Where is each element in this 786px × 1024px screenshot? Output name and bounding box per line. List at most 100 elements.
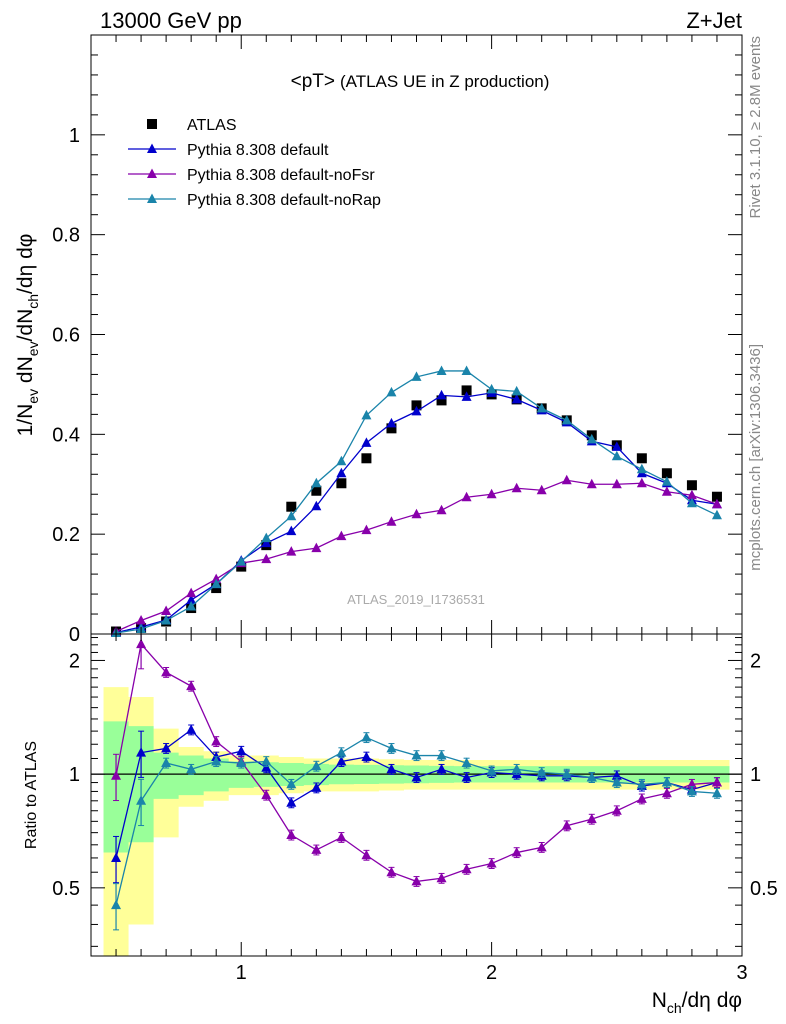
data-point bbox=[486, 383, 497, 394]
x-tick-label: 2 bbox=[486, 962, 497, 984]
ratio-series-pythia-8-308-default-norap bbox=[111, 732, 722, 931]
data-point bbox=[561, 414, 572, 425]
data-point bbox=[411, 508, 422, 519]
data-point bbox=[661, 486, 672, 496]
main-y-axis-label: 1/Nev dNev/dNch/dη dφ bbox=[14, 234, 41, 437]
data-point bbox=[536, 402, 547, 413]
ratio-data-point bbox=[386, 763, 397, 774]
data-point bbox=[136, 615, 147, 625]
data-point bbox=[336, 455, 347, 466]
ratio-data-point bbox=[711, 777, 722, 787]
x-axis-label: Nch/dη dφ bbox=[652, 989, 742, 1016]
ratio-data-point bbox=[286, 797, 297, 807]
ratio-data-point bbox=[561, 768, 572, 779]
ratio-data-point bbox=[586, 771, 597, 782]
data-point bbox=[611, 441, 622, 451]
data-point bbox=[511, 482, 522, 493]
data-point bbox=[461, 391, 472, 401]
data-point bbox=[386, 417, 397, 428]
ratio-data-point bbox=[411, 750, 422, 760]
data-point bbox=[661, 476, 672, 486]
main-y-tick-label: 0.4 bbox=[52, 424, 80, 446]
ratio-data-point bbox=[511, 763, 522, 774]
data-point bbox=[311, 500, 322, 511]
data-point-atlas bbox=[336, 478, 347, 489]
main-y-tick-label: 1 bbox=[69, 125, 80, 147]
ratio-data-point bbox=[436, 750, 447, 760]
data-point bbox=[386, 516, 397, 526]
data-point bbox=[261, 537, 272, 548]
data-point bbox=[586, 433, 597, 444]
data-point bbox=[211, 573, 222, 584]
data-point bbox=[611, 450, 622, 461]
ratio-data-point bbox=[636, 778, 647, 789]
data-point bbox=[186, 594, 197, 605]
main-y-tick-label: 0.6 bbox=[52, 325, 80, 347]
legend-marker bbox=[147, 193, 157, 203]
ratio-panel: 1 2 3 0.5 0.5 1 1 2 2 Ratio to ATLAS Nch/dη dφ bbox=[23, 633, 778, 1016]
ratio-y-tick-label: 0.5 bbox=[52, 878, 80, 900]
ratio-data-point bbox=[361, 849, 372, 860]
ratio-data-point bbox=[161, 666, 172, 677]
total-uncertainty-band bbox=[103, 687, 730, 956]
ratio-data-point bbox=[711, 787, 722, 798]
ratio-data-point bbox=[186, 724, 197, 734]
ratio-data-point bbox=[436, 872, 447, 883]
legend-item-pythia-8-308-default-nofsr: Pythia 8.308 default-noFsr bbox=[128, 167, 375, 184]
ratio-data-point bbox=[611, 777, 622, 787]
header-right-label: Z+Jet bbox=[686, 8, 742, 33]
ratio-y-tick-label-right: 1 bbox=[750, 764, 761, 786]
data-point bbox=[236, 556, 247, 566]
ratio-data-point bbox=[536, 841, 547, 852]
data-point-atlas bbox=[461, 385, 472, 396]
x-tick-label: 3 bbox=[736, 962, 747, 984]
data-point-atlas bbox=[436, 395, 447, 406]
ratio-data-point bbox=[111, 770, 122, 780]
data-point bbox=[611, 478, 622, 489]
ratio-data-point bbox=[461, 771, 472, 782]
data-point bbox=[311, 542, 322, 553]
ratio-data-point bbox=[136, 747, 147, 757]
ratio-data-point bbox=[211, 736, 222, 746]
ratio-data-point bbox=[486, 765, 497, 775]
data-point bbox=[286, 546, 297, 556]
ratio-data-point bbox=[636, 793, 647, 803]
data-point bbox=[186, 587, 197, 598]
ratio-y-tick-label: 2 bbox=[69, 650, 80, 672]
ratio-data-point bbox=[361, 751, 372, 762]
ratio-data-point bbox=[361, 732, 372, 742]
data-point bbox=[261, 553, 272, 564]
main-y-tick-label: 0.2 bbox=[52, 524, 80, 546]
data-point bbox=[336, 530, 347, 541]
ratio-data-point bbox=[461, 863, 472, 874]
data-point bbox=[511, 385, 522, 396]
data-point bbox=[411, 371, 422, 381]
data-point bbox=[686, 497, 697, 508]
data-point bbox=[686, 489, 697, 500]
data-point bbox=[361, 437, 372, 447]
ratio-data-point bbox=[336, 756, 347, 766]
data-point bbox=[386, 386, 397, 397]
ratio-data-point bbox=[186, 763, 197, 774]
x-tick-label: 1 bbox=[236, 962, 247, 984]
series-line bbox=[115, 479, 718, 633]
data-point-atlas bbox=[386, 423, 397, 434]
header-left-label: 13000 GeV pp bbox=[100, 8, 242, 33]
ratio-y-tick-label-right: 0.5 bbox=[750, 878, 778, 900]
data-point bbox=[461, 365, 472, 375]
data-point bbox=[161, 615, 172, 625]
main-y-tick-label: 0.8 bbox=[52, 225, 80, 247]
data-point bbox=[436, 365, 447, 375]
ratio-data-point bbox=[336, 747, 347, 757]
legend-marker bbox=[147, 119, 157, 129]
ratio-data-point bbox=[136, 638, 147, 649]
data-point bbox=[711, 509, 722, 520]
data-point-atlas bbox=[361, 453, 372, 464]
ratio-data-point bbox=[186, 680, 197, 691]
legend-label: Pythia 8.308 default-noFsr bbox=[187, 167, 375, 184]
data-point bbox=[636, 477, 647, 488]
ratio-data-point bbox=[136, 795, 147, 805]
legend-label: ATLAS bbox=[187, 117, 237, 134]
ratio-data-point bbox=[311, 782, 322, 792]
